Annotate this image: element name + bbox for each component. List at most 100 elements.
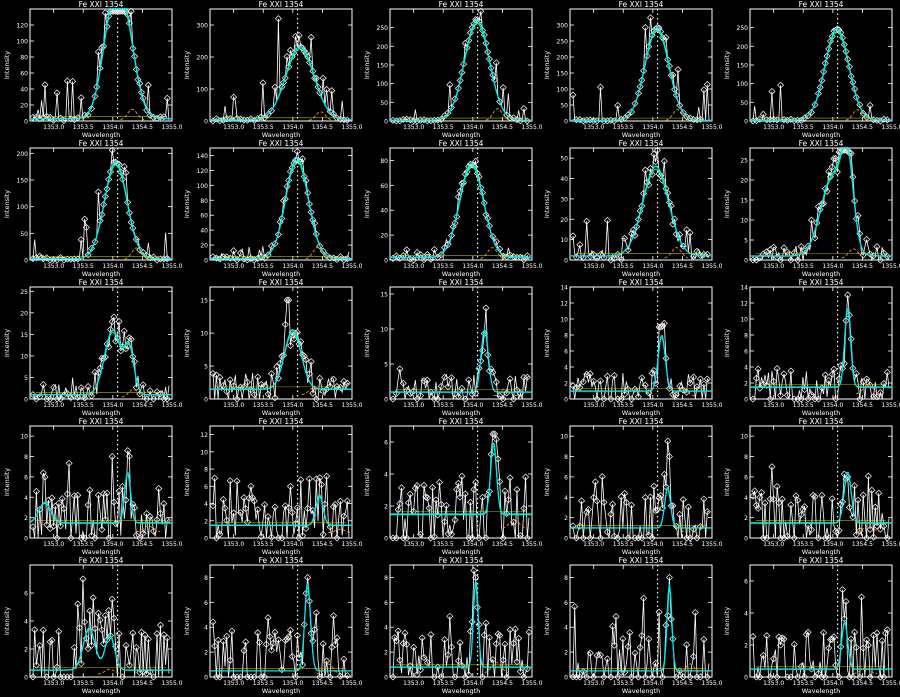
- data-point-marker: [299, 532, 307, 540]
- x-tick-label: 1355.0: [522, 263, 543, 270]
- data-point-marker: [700, 635, 708, 643]
- y-tick-label: 100: [17, 39, 29, 46]
- x-tick-label: 1353.5: [793, 263, 814, 270]
- x-tick-label: 1354.5: [132, 680, 153, 687]
- data-point-marker: [794, 496, 802, 504]
- data-point-marker: [105, 534, 113, 542]
- x-axis-label: Wavelength: [442, 270, 481, 278]
- fit-curve-cyan: [750, 28, 892, 121]
- x-tick-label: 1353.5: [253, 124, 274, 131]
- data-point-marker: [132, 65, 140, 73]
- spectrum-panel-12: Fe XXI 1354 0 5 10 15 1353.0 1353.5 1354.0 1354.…: [183, 278, 363, 417]
- fit-curve-cyan: [210, 45, 353, 121]
- data-point-marker: [607, 256, 615, 264]
- data-point-marker: [759, 110, 767, 118]
- data-point-marker: [659, 673, 667, 681]
- data-point-marker: [752, 673, 760, 681]
- data-point-marker: [818, 77, 826, 85]
- data-point-marker: [801, 503, 809, 511]
- data-point-marker: [250, 497, 258, 505]
- data-point-marker: [648, 369, 656, 377]
- y-tick-label: 8: [564, 575, 568, 582]
- data-point-marker: [820, 629, 828, 637]
- data-point-marker: [330, 503, 338, 511]
- data-point-marker: [777, 534, 785, 542]
- x-axis-label: Wavelength: [442, 548, 481, 556]
- data-point-marker: [293, 631, 301, 639]
- data-point-marker: [482, 534, 490, 542]
- spectrum-panel-15: Fe XXI 1354 0 2 4 6 8 10 12 14 1353.0 1353.5 1354.0…: [723, 278, 900, 417]
- data-point-marker: [624, 385, 632, 393]
- y-tick-label: 250: [377, 25, 389, 32]
- data-point-marker: [849, 673, 857, 681]
- data-point-marker: [230, 673, 238, 681]
- plot-frame: [569, 8, 713, 122]
- data-point-marker: [614, 673, 622, 681]
- data-point-marker: [876, 389, 884, 397]
- data-point-marker: [780, 370, 788, 378]
- y-tick-label: 8: [744, 333, 748, 340]
- data-point-marker: [844, 146, 852, 154]
- data-point-marker: [780, 534, 788, 542]
- data-point-marker: [286, 342, 294, 350]
- data-point-marker: [485, 487, 493, 495]
- plot-frame: [569, 147, 713, 261]
- data-point-marker: [770, 243, 778, 251]
- y-tick-label: 15: [20, 332, 28, 339]
- data-point-marker: [127, 7, 135, 15]
- data-point-marker: [143, 106, 151, 114]
- data-point-marker: [63, 673, 71, 681]
- data-point-marker: [751, 487, 759, 495]
- x-tick-label: 1355.0: [162, 402, 183, 409]
- data-point-marker: [614, 250, 622, 258]
- data-point-marker: [223, 253, 231, 261]
- panel-title: Fe XXI 1354: [619, 0, 664, 9]
- spectrum-panel-4: Fe XXI 1354 0 50 100 150 200 250 300 1353.0 1353.…: [543, 0, 723, 139]
- data-point-marker: [219, 495, 227, 503]
- data-point-marker: [81, 394, 89, 402]
- data-point-marker: [609, 622, 617, 630]
- data-point-marker: [269, 639, 277, 647]
- y-axis-label: Intensity: [183, 468, 191, 496]
- data-point-marker: [285, 504, 293, 512]
- data-point-marker: [655, 494, 663, 502]
- y-tick-label: 4: [204, 625, 208, 632]
- data-point-marker: [122, 7, 130, 15]
- data-point-marker: [513, 253, 521, 261]
- y-tick-label: 100: [377, 81, 389, 88]
- data-point-marker: [520, 373, 528, 381]
- component-orange: [664, 247, 689, 259]
- data-point-marker: [319, 640, 327, 648]
- data-point-marker: [319, 74, 327, 82]
- data-point-marker: [268, 533, 276, 541]
- y-tick-label: 0: [564, 258, 568, 265]
- data-point-marker: [254, 254, 262, 262]
- x-tick-label: 1353.5: [613, 402, 634, 409]
- y-tick-label: 10: [20, 434, 28, 441]
- data-point-marker: [91, 238, 99, 246]
- data-point-marker: [214, 636, 222, 644]
- y-tick-label: 10: [380, 327, 388, 334]
- data-point-marker: [444, 109, 452, 117]
- data-point-marker: [292, 673, 300, 681]
- data-point-marker: [503, 673, 511, 681]
- data-point-marker: [609, 500, 617, 508]
- data-point-marker: [634, 89, 642, 97]
- data-point-marker: [610, 372, 618, 380]
- data-point-marker: [851, 628, 859, 636]
- data-point-marker: [264, 251, 272, 259]
- data-point-marker: [146, 111, 154, 119]
- x-tick-label: 1354.0: [642, 263, 663, 270]
- data-point-marker: [840, 470, 848, 478]
- data-point-marker: [465, 534, 473, 542]
- y-tick-label: 300: [557, 23, 569, 30]
- y-tick-label: 20: [740, 178, 748, 185]
- data-point-marker: [237, 673, 245, 681]
- panel-title: Fe XXI 1354: [799, 0, 844, 9]
- spectrum-panel-23: Fe XXI 1354 0 2 4 6 8 1353.0 1353.5 1354.0 1354.5…: [363, 556, 543, 695]
- data-point-marker: [696, 673, 704, 681]
- x-tick-label: 1353.0: [43, 263, 64, 270]
- data-point-marker: [285, 63, 293, 71]
- data-point-marker: [129, 629, 137, 637]
- observed-spectrum: [572, 441, 710, 539]
